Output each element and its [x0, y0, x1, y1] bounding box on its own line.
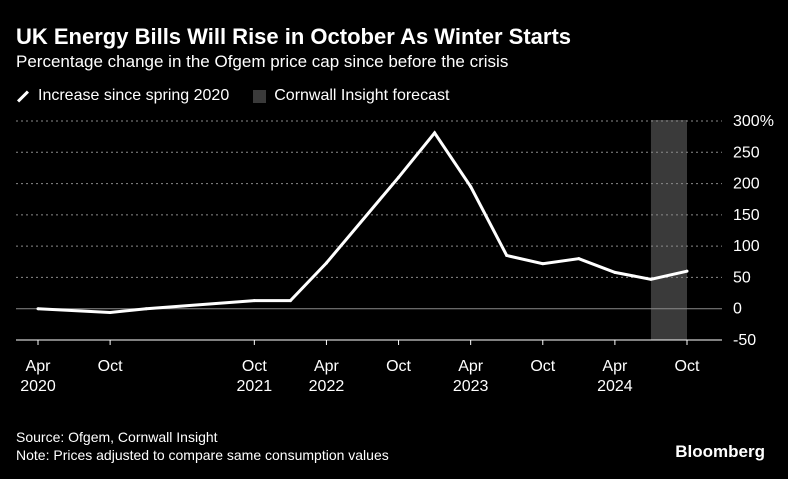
y-tick-label: 300% [733, 113, 774, 130]
y-tick-label: 100 [733, 238, 760, 255]
series-line-increase [37, 130, 688, 315]
x-tick-year-label: 2023 [453, 378, 489, 395]
x-tick-label: Apr [458, 358, 484, 375]
data-point [505, 254, 509, 258]
y-tick-label: 150 [733, 207, 760, 224]
data-point [288, 299, 292, 303]
x-tick-year-label: 2020 [20, 378, 56, 395]
chart-subtitle: Percentage change in the Ofgem price cap… [16, 52, 509, 71]
note-text: Note: Prices adjusted to compare same co… [16, 447, 389, 463]
y-tick-label: -50 [733, 332, 756, 349]
source-text: Source: Ofgem, Cornwall Insight [16, 429, 218, 445]
data-point [144, 307, 148, 311]
y-tick-label: 200 [733, 176, 760, 193]
x-tick-label: Oct [530, 358, 555, 375]
y-tick-label: 50 [733, 269, 751, 286]
y-tick-label: 250 [733, 144, 760, 161]
chart-title: UK Energy Bills Will Rise in October As … [16, 24, 572, 49]
legend-item-increase: Increase since spring 2020 [16, 87, 229, 105]
x-tick-label: Oct [386, 358, 411, 375]
data-point [36, 307, 40, 311]
legend-forecast-swatch [253, 89, 267, 103]
y-tick-label: 0 [733, 301, 742, 318]
legend-item-forecast: Cornwall Insight forecast [253, 87, 449, 105]
x-tick-year-label: 2021 [237, 378, 273, 395]
bloomberg-logo: Bloomberg [675, 442, 765, 461]
data-point [252, 299, 256, 303]
forecast-band [650, 120, 687, 340]
chart-legend: Increase since spring 2020 Cornwall Insi… [16, 87, 473, 105]
data-point [108, 310, 112, 314]
x-tick-label: Oct [98, 358, 123, 375]
x-tick-label: Oct [675, 358, 700, 375]
x-tick-label: Apr [602, 358, 628, 375]
data-point [433, 131, 437, 135]
data-point [613, 270, 617, 274]
data-point [541, 262, 545, 266]
x-tick-year-label: 2024 [597, 378, 633, 395]
data-point [469, 185, 473, 189]
x-tick-label: Apr [26, 358, 52, 375]
data-point [324, 261, 328, 265]
data-point [397, 175, 401, 179]
data-point [649, 277, 653, 281]
x-tick-label: Oct [242, 358, 267, 375]
legend-label-increase: Increase since spring 2020 [38, 87, 230, 104]
x-tick-label: Apr [314, 358, 340, 375]
x-tick-year-label: 2022 [309, 378, 345, 395]
data-point [577, 257, 581, 261]
legend-label-forecast: Cornwall Insight forecast [274, 87, 450, 104]
data-point [685, 269, 689, 273]
